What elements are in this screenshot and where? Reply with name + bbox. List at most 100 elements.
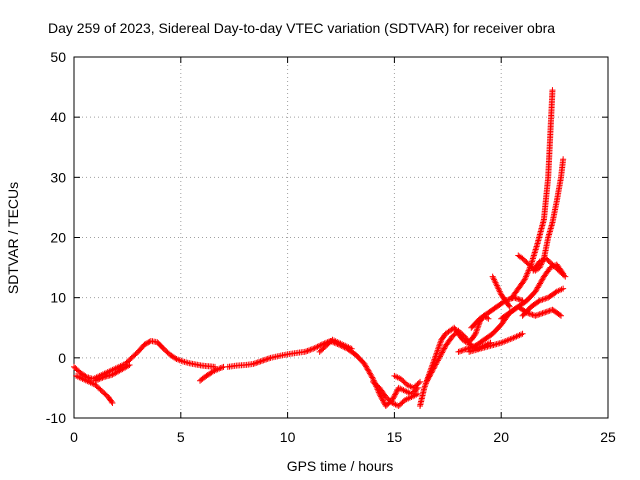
- data-point: [417, 378, 424, 385]
- data-point: [392, 390, 399, 397]
- series-track-18: [530, 255, 569, 280]
- data-point: [515, 296, 522, 303]
- data-point: [540, 309, 547, 316]
- data-point: [466, 344, 473, 351]
- data-point: [431, 362, 438, 369]
- data-point: [310, 345, 317, 352]
- series-track-4: [197, 363, 227, 384]
- data-point: [308, 346, 315, 353]
- data-point: [506, 303, 513, 310]
- series-track-17: [515, 156, 567, 274]
- x-tick-label: 5: [177, 429, 185, 445]
- data-point: [542, 295, 549, 302]
- data-point: [437, 352, 444, 359]
- data-point: [96, 375, 103, 382]
- data-point: [532, 312, 539, 319]
- data-point: [464, 345, 471, 352]
- data-point: [539, 310, 546, 317]
- grid-lines: [74, 57, 608, 418]
- x-tick-label: 10: [280, 429, 296, 445]
- data-point: [560, 156, 567, 163]
- data-point: [533, 312, 540, 319]
- data-point: [542, 309, 549, 316]
- data-point: [549, 87, 556, 94]
- data-point: [562, 273, 569, 280]
- data-point: [516, 296, 523, 303]
- data-point: [423, 378, 430, 385]
- data-point: [536, 297, 543, 304]
- data-point: [519, 330, 526, 337]
- series-track-1: [71, 337, 218, 382]
- data-point: [468, 344, 475, 351]
- data-point: [436, 354, 443, 361]
- data-point: [505, 302, 512, 309]
- series-track-12: [468, 294, 526, 331]
- data-point: [436, 353, 443, 360]
- data-point: [543, 295, 550, 302]
- data-point: [391, 392, 398, 399]
- data-point: [455, 348, 462, 355]
- data-point: [560, 285, 567, 292]
- data-point: [461, 346, 468, 353]
- data-point: [465, 345, 472, 352]
- data-point: [435, 356, 442, 363]
- y-tick-label: 20: [50, 230, 66, 246]
- data-point: [317, 342, 324, 349]
- data-point: [260, 357, 267, 364]
- data-point: [424, 376, 431, 383]
- data-point: [433, 360, 440, 367]
- data-point: [426, 373, 433, 380]
- data-point: [266, 355, 273, 362]
- data-point: [264, 355, 271, 362]
- y-axis-label: SDTVAR / TECUs: [5, 182, 21, 294]
- data-point: [441, 345, 448, 352]
- data-point: [440, 346, 447, 353]
- data-point: [439, 349, 446, 356]
- series-track-19: [519, 285, 567, 319]
- data-point: [456, 348, 463, 355]
- y-tick-label: -10: [46, 410, 66, 426]
- data-point: [430, 365, 437, 372]
- data-point: [93, 377, 100, 384]
- data-point: [429, 368, 436, 375]
- series-track-14: [466, 330, 526, 355]
- series-track-13: [489, 273, 513, 310]
- axis-ticks: [73, 56, 609, 419]
- data-point: [538, 310, 545, 317]
- data-point: [434, 358, 441, 365]
- data-point: [392, 391, 399, 398]
- data-points: [71, 87, 569, 409]
- data-point: [558, 312, 565, 319]
- data-point: [379, 396, 386, 403]
- data-point: [142, 340, 149, 347]
- data-point: [305, 347, 312, 354]
- y-tick-label: 0: [58, 350, 66, 366]
- data-point: [471, 331, 478, 338]
- data-point: [485, 315, 492, 322]
- series-track-8: [391, 372, 424, 391]
- data-point: [380, 398, 387, 405]
- data-point: [560, 272, 567, 279]
- data-point: [535, 311, 542, 318]
- data-point: [141, 341, 148, 348]
- data-point: [304, 347, 311, 354]
- series-track-16: [508, 87, 556, 301]
- data-point: [99, 374, 106, 381]
- data-point: [556, 311, 563, 318]
- x-tick-label: 15: [387, 429, 403, 445]
- data-point: [172, 355, 179, 362]
- data-point: [513, 295, 520, 302]
- data-point: [528, 311, 535, 318]
- series-track-9: [417, 312, 492, 409]
- data-point: [109, 399, 116, 406]
- data-point: [92, 377, 99, 384]
- data-point: [427, 372, 433, 379]
- data-point: [251, 360, 258, 367]
- data-point: [434, 357, 441, 364]
- data-point: [529, 311, 536, 318]
- data-point: [258, 357, 265, 364]
- data-point: [427, 370, 434, 377]
- data-point: [394, 387, 401, 394]
- data-point: [144, 340, 151, 347]
- data-point: [378, 394, 385, 401]
